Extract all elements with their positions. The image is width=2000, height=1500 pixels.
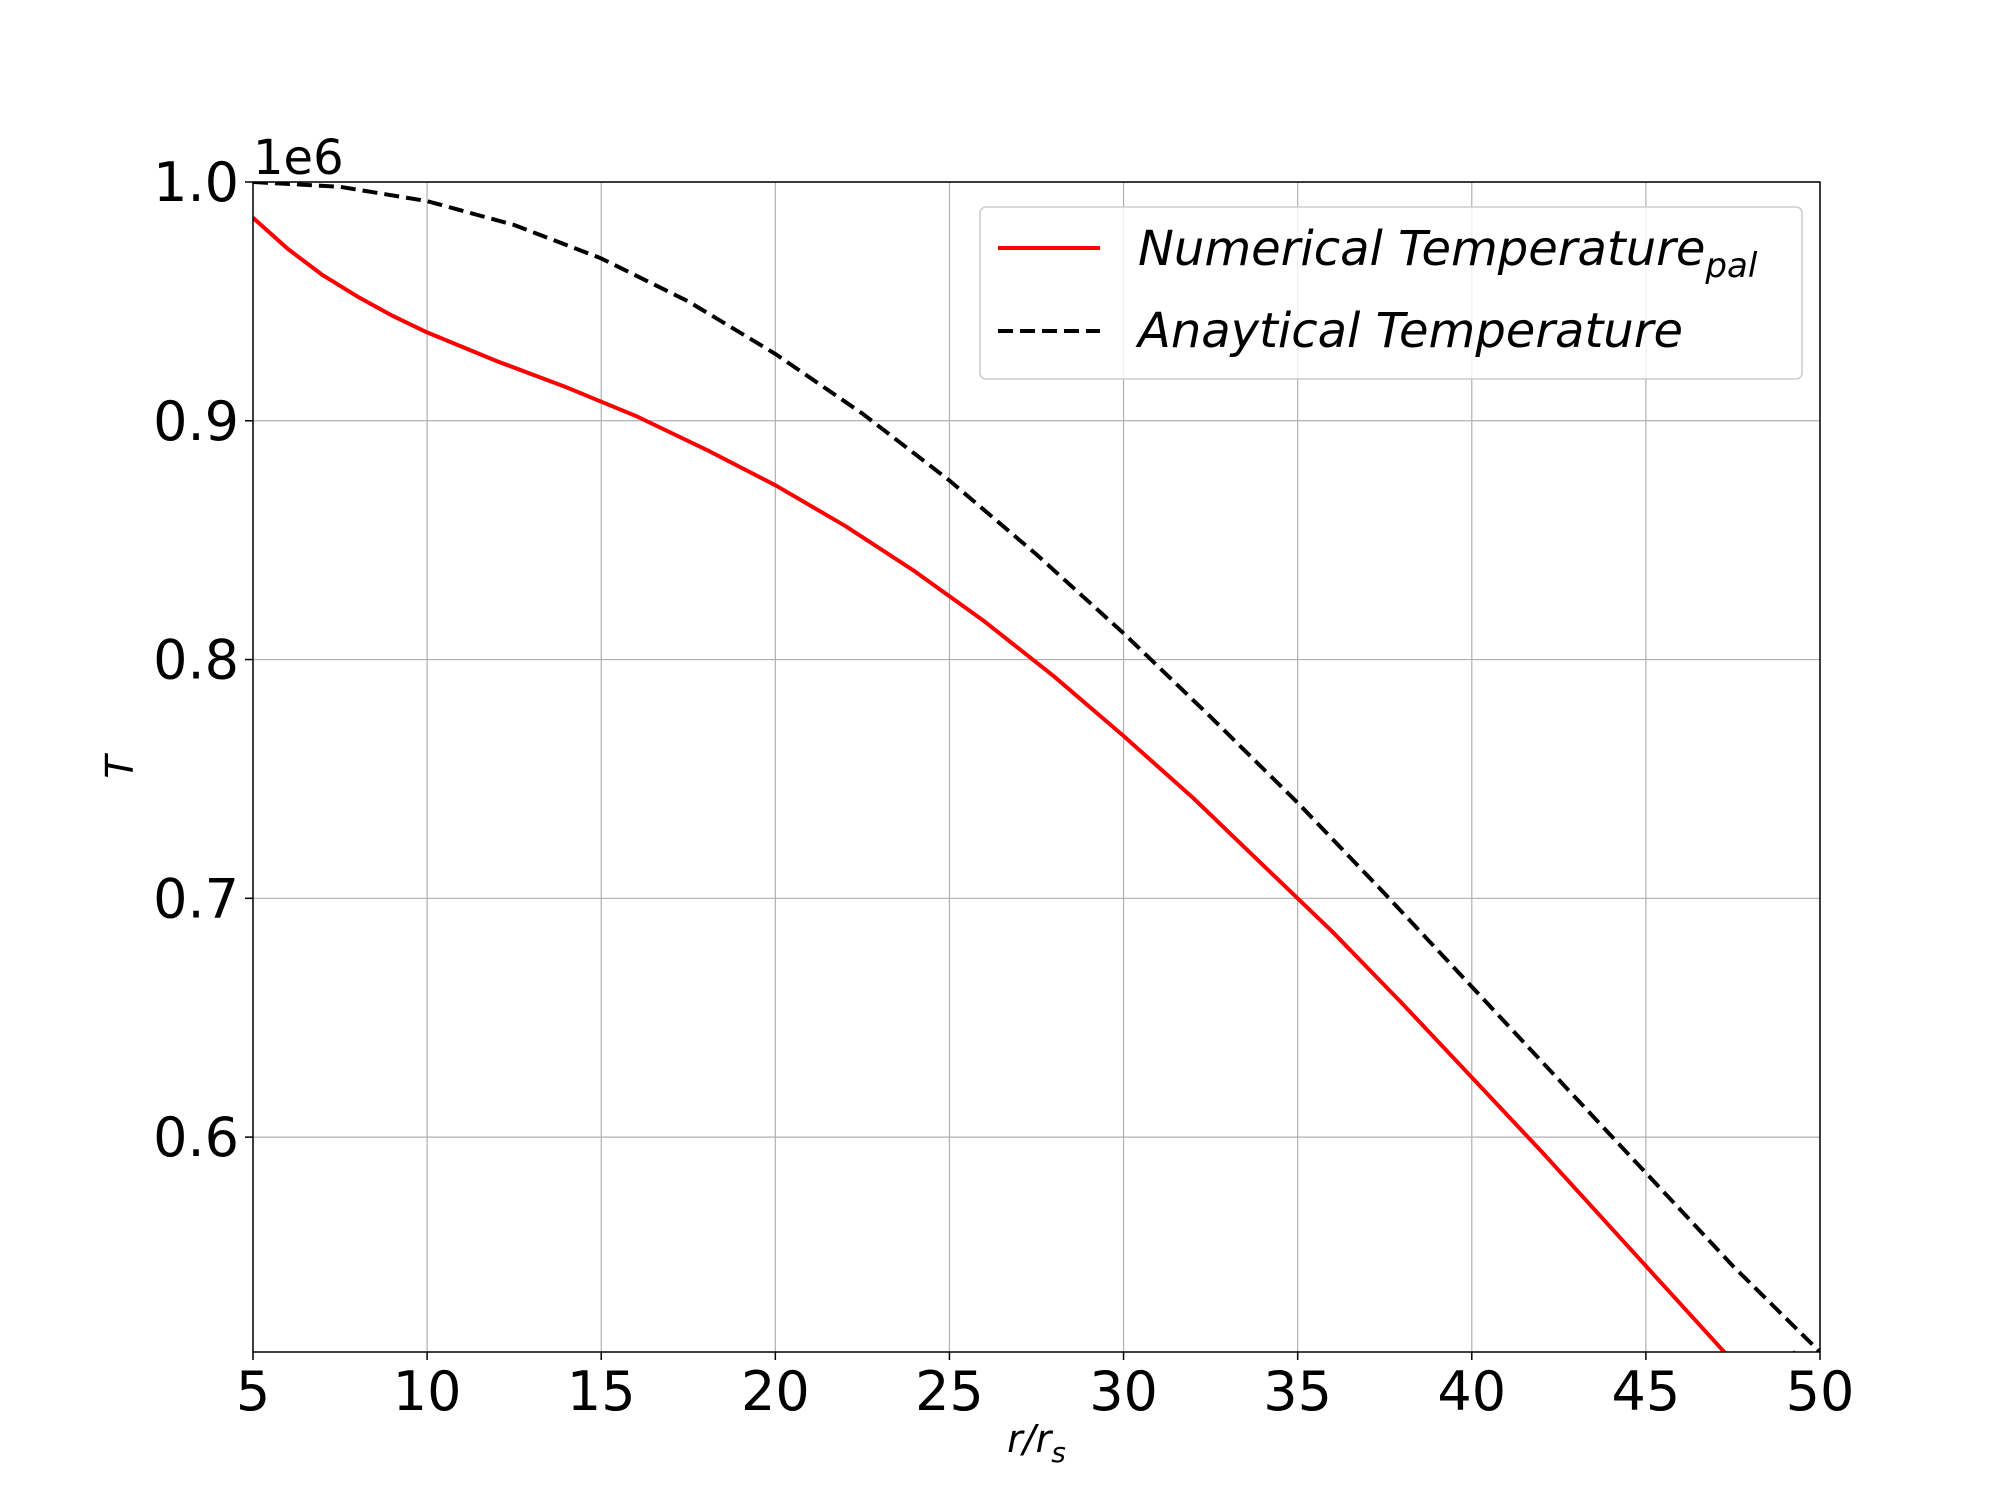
legend-label-numerical: Numerical Temperaturepal [1138, 221, 1758, 286]
x-tick-label: 25 [915, 1360, 984, 1423]
series-line-analytical [253, 182, 1820, 1352]
x-axis-label-main: r/r [1007, 1417, 1053, 1461]
y-tick-label: 1.0 [153, 151, 239, 214]
series-line-numerical [253, 216, 1796, 1352]
y-offset-label: 1e6 [253, 130, 344, 186]
legend-label-analytical: Anaytical Temperature [1135, 303, 1683, 359]
y-tick-label: 0.8 [153, 629, 239, 692]
x-axis-label-subscript: s [1051, 1436, 1066, 1469]
x-tick-label: 5 [236, 1360, 270, 1423]
legend: Numerical Temperaturepal Anaytical Tempe… [979, 206, 1803, 380]
legend-label-numerical-main: Numerical Temperature [1138, 221, 1705, 277]
x-tick-label: 40 [1437, 1360, 1506, 1423]
y-axis-ticks: 0.6 0.7 0.8 0.9 1.0 [153, 151, 253, 1169]
x-tick-label: 10 [393, 1360, 462, 1423]
y-tick-label: 0.7 [153, 867, 239, 930]
x-axis-ticks: 5 10 15 20 25 30 35 40 45 50 [236, 1352, 1855, 1423]
legend-label-numerical-subscript: pal [1704, 246, 1757, 286]
y-tick-label: 0.6 [153, 1106, 239, 1169]
x-tick-label: 15 [567, 1360, 636, 1423]
y-axis-label: T [98, 753, 142, 779]
x-axis-label: r/rs [1007, 1417, 1066, 1469]
plot-series [253, 182, 1820, 1352]
x-tick-label: 20 [741, 1360, 810, 1423]
plot-frame [252, 181, 1821, 1353]
legend-box [979, 206, 1803, 380]
x-tick-label: 30 [1089, 1360, 1158, 1423]
x-tick-label: 50 [1786, 1360, 1855, 1423]
y-tick-label: 0.9 [153, 390, 239, 453]
x-tick-label: 45 [1612, 1360, 1681, 1423]
x-tick-label: 35 [1263, 1360, 1332, 1423]
